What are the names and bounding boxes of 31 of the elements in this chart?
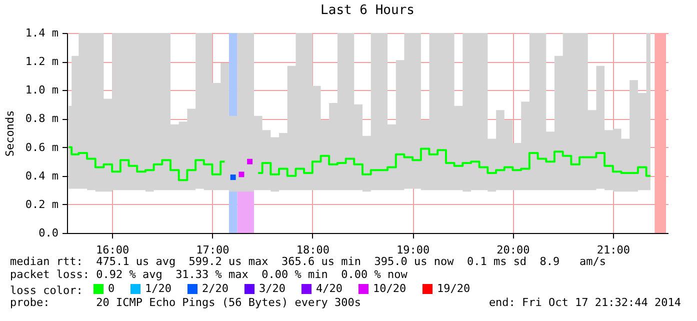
y-tick-label: 1.4 m [25,26,59,40]
point [247,158,253,164]
y-tick-label: 0.2 m [25,198,59,211]
y-axis-title: Seconds [3,110,16,157]
text: median rtt: 475.1 us avg 599.2 us max 365.6 us min 395.0 us now 0.1 ms sd 8.9 am/s [10,255,606,268]
x-tick-label: 20:00 [496,244,530,256]
y-tick-label: 1.2 m [25,55,59,68]
x-tick-label: 21:00 [596,244,630,256]
y-tick-label: 0.0 [38,226,58,240]
y-tick-label: 1.0 m [25,84,59,97]
y-tick-label: 0.8 m [25,112,59,126]
chart-title: Last 6 Hours [320,3,414,18]
point [238,172,244,178]
legend-label: 1/20 [145,282,172,295]
legend-label: 2/20 [202,282,228,295]
text: packet loss: 0.92 % avg 31.33 % max 0.00 % min 0.00 % now [10,268,408,281]
legend-title: loss color: [10,284,83,297]
y-tick-label: 0.6 m [25,140,59,154]
legend-label: 10/20 [373,282,406,295]
legend-label: 19/20 [437,282,470,295]
x-tick-label: 17:00 [196,244,230,256]
point [230,174,236,180]
y-tick-label: 0.4 m [25,169,59,182]
x-tick-label: 19:00 [396,244,430,256]
legend-label: 0 [108,282,115,295]
text: probe: 20 ICMP Echo Pings (56 Bytes) every 300s [10,296,361,309]
legend-label: 4/20 [316,282,342,295]
x-tick-label: 18:00 [296,244,330,256]
text: end: Fri Oct 17 21:32:44 2014 [488,296,682,309]
legend-label: 3/20 [259,282,286,295]
x-tick-label: 16:00 [96,244,130,256]
